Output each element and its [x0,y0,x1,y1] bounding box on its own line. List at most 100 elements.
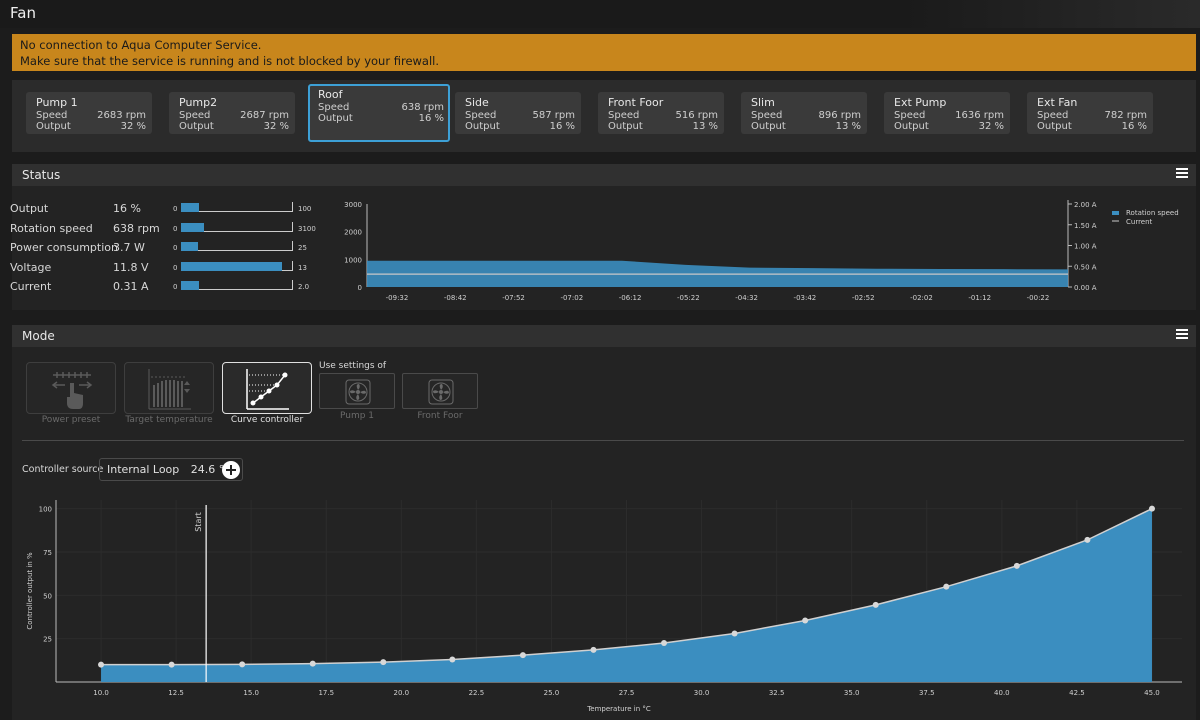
y-tick-label: 0 [358,284,362,292]
fan-tile-selected[interactable]: Roof Speed 638 rpm Output 16 % [308,84,450,142]
fan-tile[interactable]: Pump2 Speed 2687 rpm Output 32 % [169,92,295,134]
fan-tile[interactable]: Pump 1 Speed 2683 rpm Output 32 % [26,92,152,134]
bar-min-label: 0 [173,283,178,291]
x-tick-label: 27.5 [619,689,635,697]
status-row-label: Power consumption [10,241,118,254]
controller-source-label: Controller source [22,464,104,475]
x-tick-label: -07:02 [560,294,583,302]
status-row-value: 11.8 V [113,261,149,274]
hamburger-menu-icon[interactable] [1176,168,1188,180]
x-tick-label: 17.5 [318,689,334,697]
hamburger-menu-icon[interactable] [1176,329,1188,341]
fan-speed: 896 rpm [818,110,861,121]
fan-tile[interactable]: Slim Speed 896 rpm Output 13 % [741,92,867,134]
y2-tick-label: 2.00 A [1074,201,1097,209]
x-tick-label: 10.0 [93,689,109,697]
status-row-value: 16 % [113,202,141,215]
curve-point [731,630,738,637]
curve-controller-icon [246,369,289,410]
fan-tile[interactable]: Side Speed 587 rpm Output 16 % [455,92,581,134]
fan-output: 32 % [978,121,1004,132]
legend-label: Current [1126,218,1153,226]
power-preset-button[interactable] [26,362,116,414]
x-tick-label: -04:32 [735,294,758,302]
curve-controller-button[interactable] [222,362,312,414]
curve-point [380,659,387,666]
window-title: Fan [10,4,36,22]
fan-output: 13 % [692,121,718,132]
curve-line [101,507,1153,666]
use-settings-pump1-button[interactable] [319,373,395,409]
status-row-label: Rotation speed [10,222,93,235]
curve-area [101,508,1152,682]
fan-icon [428,379,454,405]
bar-max-label: 25 [298,244,307,252]
curve-point [802,617,809,624]
fan-tile[interactable]: Front Foor Speed 516 rpm Output 13 % [598,92,724,134]
y2-tick-label: 0.00 A [1074,284,1097,292]
fan-selector-bar: Pump 1 Speed 2683 rpm Output 32 % Pump2 Sp… [12,80,1196,152]
x-tick-label: 15.0 [243,689,259,697]
y-tick-label: 100 [39,506,52,514]
connection-warning-banner: No connection to Aqua Computer Service. … [12,34,1196,71]
x-tick-label: 22.5 [469,689,485,697]
bar-min-label: 0 [173,225,178,233]
fan-speed: 2683 rpm [97,110,146,121]
mode-title: Mode [22,329,55,343]
status-bar-fill [181,262,282,271]
x-tick-label: 45.0 [1144,689,1160,697]
fan-name: Side [465,96,489,109]
y-axis-title: Controller output in % [26,552,34,630]
add-source-button[interactable] [222,461,240,479]
bar-max-label: 3100 [298,225,316,233]
target-temperature-button[interactable] [124,362,214,414]
x-tick-label: 37.5 [919,689,935,697]
curve-chart: 25 50 75 100 10.0 12.5 15.0 17.5 20.0 22.5 25.0 27.… [26,500,1182,713]
fan-name: Roof [318,88,343,101]
status-row-value: 0.31 A [113,280,149,293]
fan-name: Ext Pump [894,96,947,109]
x-tick-label: -06:12 [619,294,642,302]
y-tick-label: 75 [43,549,52,557]
speed-label: Speed [318,102,350,113]
window-titlebar: Fan [0,0,1200,28]
status-bar-fill [181,242,198,251]
x-tick-label: 30.0 [694,689,710,697]
fan-tile[interactable]: Ext Fan Speed 782 rpm Output 16 % [1027,92,1153,134]
x-tick-label: 42.5 [1069,689,1085,697]
x-tick-label: 12.5 [168,689,184,697]
status-bar-fill [181,223,205,232]
fan-name: Slim [751,96,775,109]
status-bar-fill [181,203,199,212]
y2-tick-label: 1.00 A [1074,243,1097,251]
x-tick-label: 25.0 [544,689,560,697]
controller-source-select[interactable]: Internal Loop 24.6 °C [99,458,243,481]
status-row-label: Current [10,280,52,293]
fan-speed: 782 rpm [1104,110,1147,121]
fan-tile[interactable]: Ext Pump Speed 1636 rpm Output 32 % [884,92,1010,134]
status-bar [181,261,293,271]
curve-point [661,640,668,646]
legend-swatch [1112,211,1119,215]
curve-point [872,601,879,608]
curve-point [98,661,105,668]
curve-point [1148,505,1155,512]
x-axis-title: Temperature in °C [586,705,651,713]
fan-output: 16 % [418,113,444,124]
use-settings-front-foor-button[interactable] [402,373,478,409]
curve-point [309,660,316,667]
y-tick-label: 50 [43,592,52,600]
warning-line-1: No connection to Aqua Computer Service. [20,38,262,52]
x-tick-label: -05:22 [677,294,700,302]
y-tick-label: 25 [43,636,52,644]
status-title: Status [22,168,61,182]
use-settings-front-foor-label: Front Foor [417,411,463,421]
x-tick-label: -01:12 [968,294,991,302]
speed-label: Speed [1037,110,1069,121]
output-label: Output [465,121,500,132]
fan-speed: 516 rpm [675,110,718,121]
x-tick-label: -02:52 [852,294,875,302]
output-label: Output [179,121,214,132]
bar-min-label: 0 [173,205,178,213]
curve-controller-label: Curve controller [230,415,304,425]
